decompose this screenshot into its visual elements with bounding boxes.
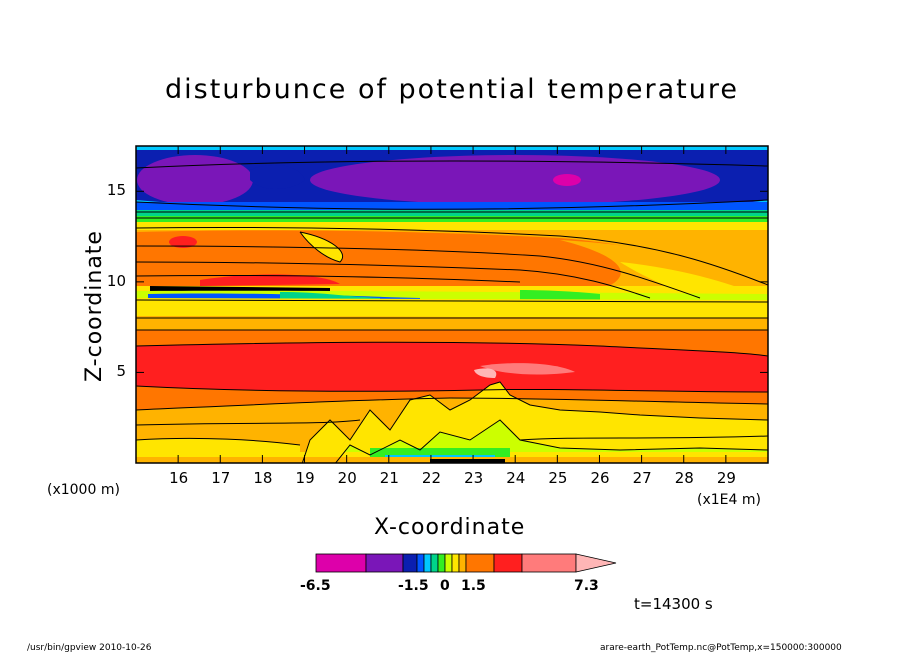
x-tick-label: 21 [379, 469, 399, 487]
x-tick-label: 23 [464, 469, 484, 487]
y-tick-label: 10 [106, 271, 126, 290]
colorbar-segment [521, 553, 577, 573]
y-tick-label: 5 [116, 362, 126, 381]
x-tick-label: 22 [421, 469, 442, 487]
colorbar-tick-label: 1.5 [461, 578, 486, 594]
colorbar-segment [365, 553, 404, 573]
colorbar-segment [315, 553, 367, 573]
x-tick-label: 24 [506, 469, 526, 487]
x-tick-label: 17 [211, 469, 231, 487]
chart-title: disturbunce of potential temperature [165, 74, 739, 105]
colorbar-segment [430, 553, 439, 573]
colorbar-segment [423, 553, 432, 573]
colorbar-segment [444, 553, 453, 573]
colorbar-segment [402, 553, 418, 573]
colorbar-tick-label: 7.3 [574, 578, 599, 594]
x-axis-unit: (x1E4 m) [697, 492, 761, 508]
x-tick-label: 18 [253, 469, 273, 487]
x-tick-label: 20 [337, 469, 357, 487]
colorbar-segment [465, 553, 495, 573]
plot-frame [135, 145, 769, 464]
colorbar-segment [437, 553, 446, 573]
colorbar-segment [416, 553, 425, 573]
x-tick-label: 19 [295, 469, 315, 487]
x-tick-label: 26 [590, 469, 610, 487]
colorbar-segment [451, 553, 460, 573]
x-axis-label: X-coordinate [374, 515, 526, 540]
x-tick-label: 16 [169, 469, 189, 487]
colorbar [315, 553, 617, 573]
contour-field [136, 146, 768, 463]
colorbar-extension [575, 553, 617, 573]
y-tick-label: 15 [106, 181, 126, 200]
time-annotation: t=14300 s [634, 595, 713, 613]
x-tick-label: 27 [632, 469, 652, 487]
colorbar-tick-label: -6.5 [300, 578, 331, 594]
colorbar-tick-label: 0 [440, 578, 450, 594]
y-axis-unit: (x1000 m) [47, 482, 120, 498]
footer-right: arare-earth_PotTemp.nc@PotTemp,x=150000:… [600, 643, 842, 653]
x-tick-label: 29 [716, 469, 736, 487]
y-axis-label: Z-coordinate [82, 230, 107, 382]
x-tick-label: 25 [548, 469, 568, 487]
colorbar-segment [458, 553, 467, 573]
colorbar-tick-label: -1.5 [398, 578, 429, 594]
footer-left: /usr/bin/gpview 2010-10-26 [27, 643, 152, 653]
x-tick-label: 28 [674, 469, 694, 487]
colorbar-segment [493, 553, 523, 573]
